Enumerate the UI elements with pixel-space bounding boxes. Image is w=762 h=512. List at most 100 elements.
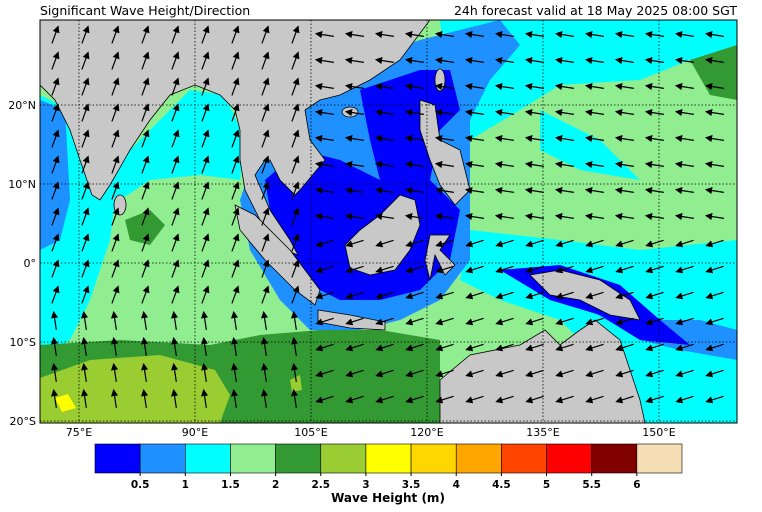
axis-labels: 75°E 90°E 105°E 120°E 135°E 150°E 20°N 10°N 0° 10… xyxy=(8,99,676,439)
wave-arrow xyxy=(51,155,60,174)
wave-arrow xyxy=(111,155,120,174)
colorbar-tick-label: 1.5 xyxy=(221,479,240,491)
wave-arrow xyxy=(375,395,394,404)
wave-arrow xyxy=(554,56,574,65)
wave-arrow xyxy=(81,233,90,252)
wave-arrow xyxy=(201,129,210,148)
wave-arrow xyxy=(525,395,544,404)
wave-arrow xyxy=(170,362,179,382)
wave-arrow xyxy=(171,51,180,70)
wave-arrow xyxy=(141,25,150,44)
wave-arrow xyxy=(644,56,664,65)
wave-arrow xyxy=(585,343,604,352)
wave-arrow xyxy=(111,285,120,304)
wave-arrow xyxy=(554,30,574,39)
wave-arrow xyxy=(555,239,574,248)
wave-arrow xyxy=(615,395,634,404)
colorbar-swatch xyxy=(546,443,592,474)
colorbar-swatch xyxy=(501,443,547,474)
wave-arrow xyxy=(554,212,574,221)
wave-arrow xyxy=(345,395,364,404)
wave-arrow xyxy=(524,82,544,91)
wave-arrow xyxy=(615,369,634,378)
wave-arrow xyxy=(705,369,724,378)
wave-arrow xyxy=(644,212,664,221)
wave-arrow xyxy=(494,108,514,117)
wave-arrow xyxy=(405,369,424,378)
wave-arrow xyxy=(644,160,664,169)
wave-arrow xyxy=(644,186,664,195)
wave-arrow xyxy=(435,317,454,326)
wave-arrow xyxy=(524,108,544,117)
wave-arrow xyxy=(554,134,574,143)
wave-arrow xyxy=(141,77,150,96)
wave-arrow xyxy=(374,108,394,117)
wave-arrow xyxy=(584,160,604,169)
wave-arrow xyxy=(200,362,209,382)
wave-arrow xyxy=(404,56,424,65)
wave-arrow xyxy=(374,134,394,143)
map-frame xyxy=(39,19,738,424)
wave-arrow xyxy=(291,25,300,44)
wave-arrow xyxy=(111,77,120,96)
land-philippines xyxy=(419,99,471,206)
wave-arrow xyxy=(494,56,514,65)
wave-arrow xyxy=(704,82,724,91)
wave-arrow xyxy=(614,212,634,221)
wave-arrow xyxy=(110,310,119,330)
wave-arrow xyxy=(644,30,664,39)
lat-label: 10°S xyxy=(10,336,36,349)
wave-arrow xyxy=(374,82,394,91)
wave-arrow xyxy=(51,285,60,304)
wave-arrow xyxy=(465,239,484,248)
wave-arrow xyxy=(374,186,394,195)
colorbar-swatch xyxy=(591,443,638,474)
wave-arrow xyxy=(260,310,269,330)
wave-arrow xyxy=(554,186,574,195)
wave-arrow xyxy=(261,129,270,148)
wave-arrow xyxy=(81,181,90,200)
wave-arrow xyxy=(404,82,424,91)
wave-arrow xyxy=(260,336,269,356)
wave-arrow xyxy=(261,103,270,122)
wave-arrow xyxy=(614,186,634,195)
wave-arrow xyxy=(171,181,180,200)
wave-arrow xyxy=(171,207,180,226)
wave-arrow xyxy=(645,369,664,378)
wave-arrow xyxy=(140,336,149,356)
colorbar-tick-label: 0.5 xyxy=(131,479,150,491)
wave-arrow xyxy=(675,369,694,378)
wave-arrow xyxy=(140,388,149,408)
wave-arrow xyxy=(314,56,334,65)
wave-arrow xyxy=(375,369,394,378)
wave-arrow xyxy=(170,336,179,356)
wave-arrow xyxy=(615,317,634,326)
wave-arrow xyxy=(171,233,180,252)
wave-arrow xyxy=(465,395,484,404)
wave-arrow xyxy=(614,56,634,65)
wave-arrow xyxy=(111,207,120,226)
colorbar-swatch xyxy=(185,443,231,474)
wave-arrow xyxy=(704,30,724,39)
wave-arrow xyxy=(51,259,60,278)
lon-label: 135°E xyxy=(526,426,559,439)
wave-arrow xyxy=(111,25,120,44)
graticule xyxy=(40,20,737,423)
wave-arrow xyxy=(345,369,364,378)
wave-arrow xyxy=(405,239,424,248)
wave-region xyxy=(690,45,737,100)
wave-region xyxy=(125,210,165,245)
wave-arrow xyxy=(555,265,574,274)
wave-arrow xyxy=(434,186,454,195)
wave-arrow xyxy=(405,317,424,326)
wave-arrow xyxy=(315,239,334,248)
wave-arrow xyxy=(171,25,180,44)
wave-arrow xyxy=(314,82,334,91)
wave-arrow xyxy=(405,395,424,404)
wave-arrow xyxy=(81,129,90,148)
colorbar-tick-label: 2.5 xyxy=(311,479,330,491)
wave-arrow xyxy=(314,108,334,117)
wave-arrow xyxy=(705,317,724,326)
wave-arrow xyxy=(705,395,724,404)
wave-arrow xyxy=(201,77,210,96)
